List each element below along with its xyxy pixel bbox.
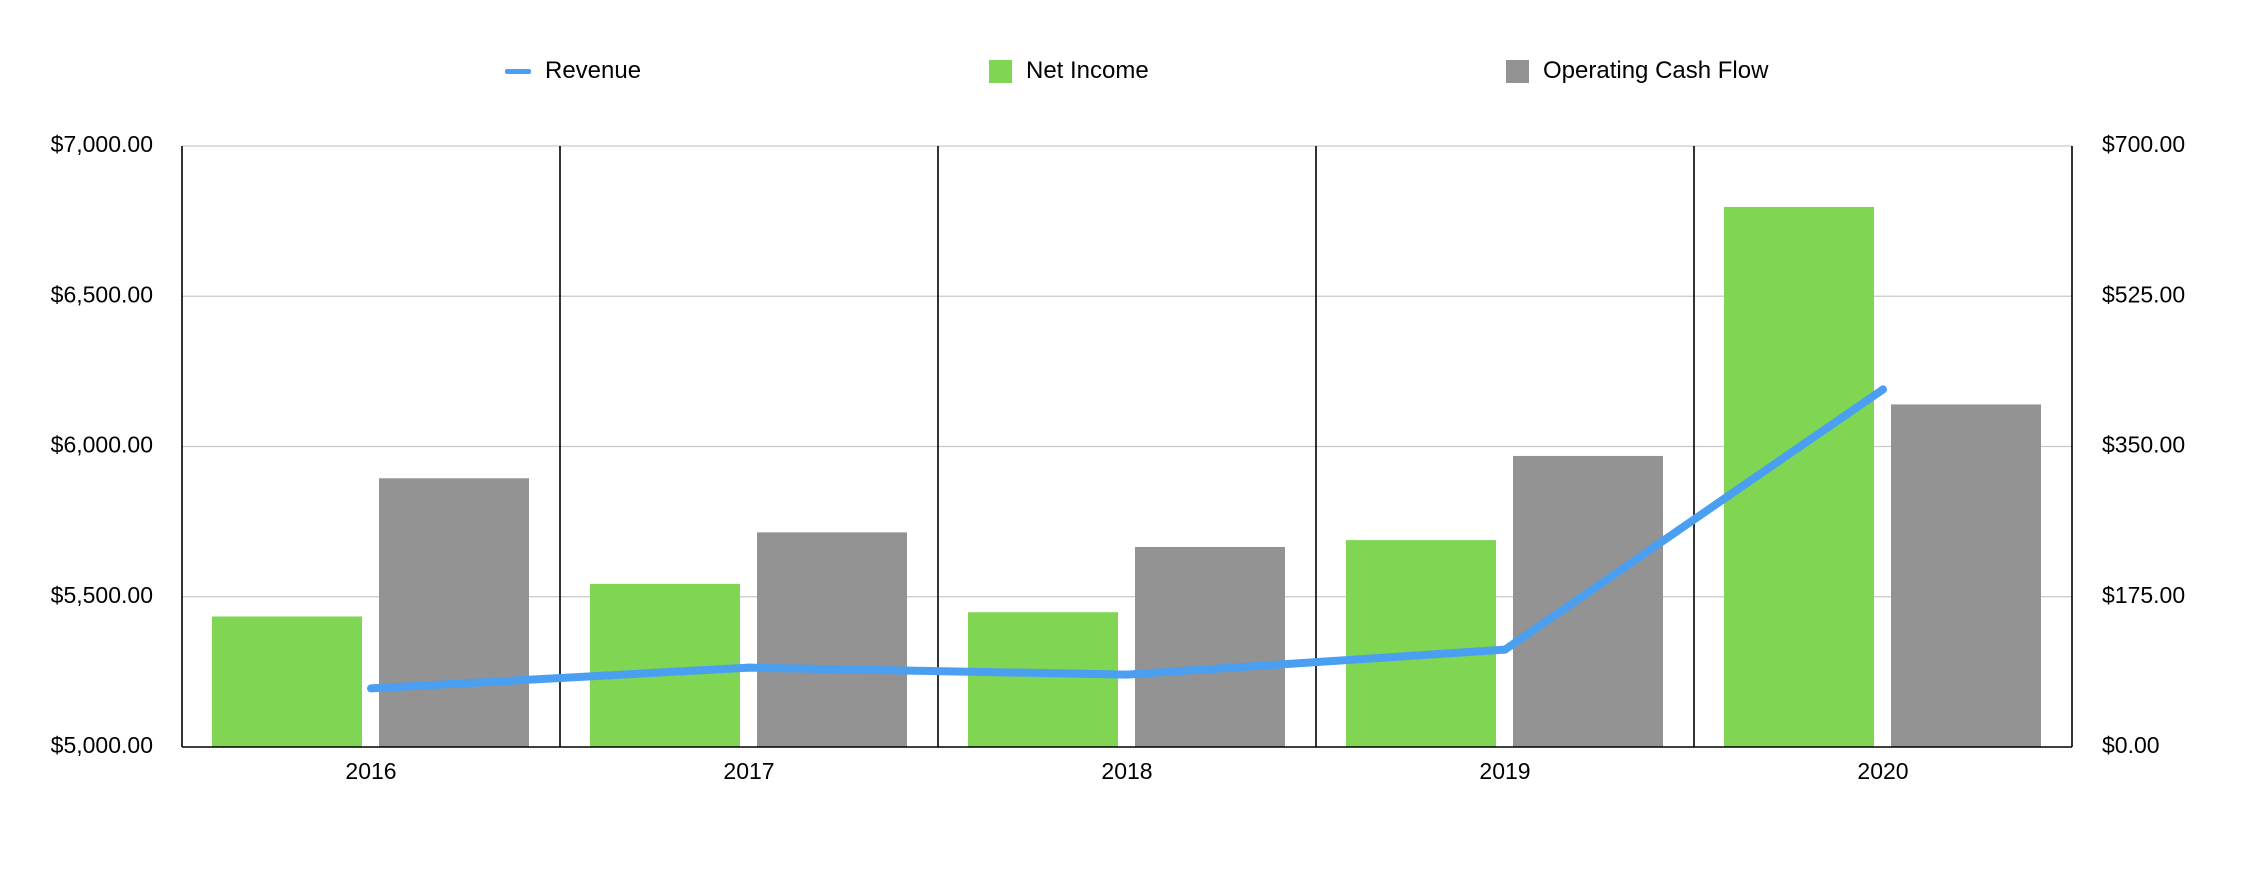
legend-line-marker — [505, 68, 531, 74]
bar-operating-cash-flow-2018 — [1135, 546, 1285, 747]
x-tick-label: 2020 — [1857, 758, 1908, 784]
legend-square-marker — [989, 59, 1012, 83]
bar-operating-cash-flow-2017 — [757, 532, 907, 747]
legend-label-operating-cash-flow: Operating Cash Flow — [1543, 57, 1769, 84]
revenue-point-2019 — [1501, 645, 1509, 654]
revenue-point-2018 — [1123, 670, 1131, 679]
bars — [212, 206, 2041, 748]
y-right-tick-label: $700.00 — [2102, 131, 2185, 157]
legend-item-revenue: Revenue — [505, 56, 641, 86]
y-right-tick-label: $0.00 — [2102, 732, 2160, 758]
x-tick-label: 2018 — [1101, 758, 1152, 784]
x-tick-label: 2016 — [345, 758, 396, 784]
revenue-point-2017 — [745, 663, 753, 672]
bar-net-income-2018 — [968, 612, 1118, 747]
bar-net-income-2019 — [1346, 540, 1496, 747]
axes — [181, 146, 2073, 748]
tick-labels: $5,000.00 $5,500.00 $6,000.00 $6,500.00 $7,0… — [51, 131, 2185, 784]
x-tick-label: 2017 — [723, 758, 774, 784]
revenue-point-2020 — [1879, 385, 1887, 394]
legend-label-revenue: Revenue — [545, 57, 642, 84]
y-left-tick-label: $5,000.00 — [51, 732, 153, 758]
bar-operating-cash-flow-2016 — [379, 478, 529, 747]
legend-square-marker — [1506, 59, 1529, 83]
x-tick-label: 2019 — [1479, 758, 1530, 784]
bar-net-income-2016 — [212, 616, 362, 747]
bar-net-income-2017 — [590, 583, 740, 747]
y-right-tick-label: $350.00 — [2102, 432, 2185, 458]
bar-operating-cash-flow-2020 — [1891, 404, 2041, 747]
bar-operating-cash-flow-2019 — [1513, 455, 1663, 747]
y-right-tick-label: $525.00 — [2102, 281, 2185, 307]
legend-item-operating-cash-flow: Operating Cash Flow — [1506, 56, 1768, 86]
legend: Revenue Net Income Operating Cash Flow — [0, 0, 2242, 120]
y-left-tick-label: $5,500.00 — [51, 582, 153, 608]
legend-label-net-income: Net Income — [1026, 57, 1149, 84]
legend-item-net-income: Net Income — [989, 56, 1149, 86]
revenue-point-2016 — [367, 684, 375, 693]
y-right-tick-label: $175.00 — [2102, 582, 2185, 608]
bar-net-income-2020 — [1724, 206, 1874, 748]
y-left-tick-label: $6,000.00 — [51, 432, 153, 458]
y-left-tick-label: $7,000.00 — [51, 131, 153, 157]
revenue-series — [367, 385, 1887, 693]
y-left-tick-label: $6,500.00 — [51, 281, 153, 307]
